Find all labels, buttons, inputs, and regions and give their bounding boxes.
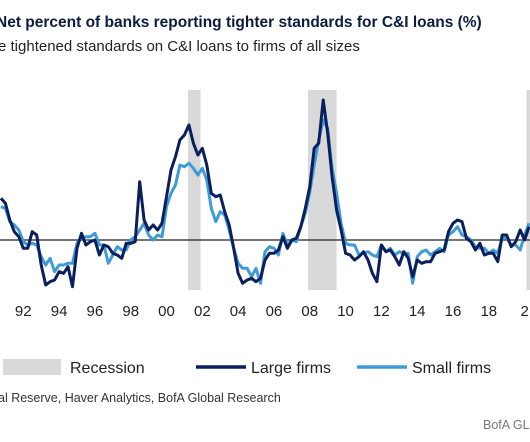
x-tick-label: 04	[230, 303, 247, 320]
x-tick-label: 92	[15, 303, 32, 320]
x-tick-label: 12	[373, 303, 390, 320]
legend: Recession Large firms Small firms	[3, 359, 491, 377]
x-axis-ticks: 92 94 96 98 00 02 04 06 08 10 12 14 16 18 2	[15, 303, 529, 320]
x-tick-label: 2	[520, 303, 528, 320]
series-line-small-firms	[0, 118, 530, 285]
x-tick-label: 96	[87, 303, 104, 320]
chart-subtitle: e tightened standards on C&I loans to fi…	[0, 38, 360, 55]
chart-title: Net percent of banks reporting tighter s…	[0, 14, 482, 31]
brand-label: BofA GLO	[483, 418, 530, 432]
legend-label-recession: Recession	[70, 360, 145, 377]
recession-band-1	[188, 90, 201, 290]
x-tick-label: 14	[409, 303, 426, 320]
recession-bands	[188, 90, 530, 290]
x-tick-label: 00	[158, 303, 175, 320]
x-tick-label: 10	[337, 303, 354, 320]
x-tick-label: 02	[194, 303, 211, 320]
x-tick-label: 06	[266, 303, 283, 320]
series-lines	[0, 98, 530, 289]
x-tick-label: 94	[51, 303, 68, 320]
recession-band-3	[526, 90, 530, 290]
legend-label-small-firms: Small firms	[412, 360, 491, 377]
legend-label-large-firms: Large firms	[251, 360, 331, 377]
x-tick-label: 18	[480, 303, 497, 320]
x-tick-label: 08	[301, 303, 318, 320]
x-tick-label: 16	[445, 303, 462, 320]
series-line-large-firms	[0, 98, 530, 289]
x-tick-label: 98	[122, 303, 139, 320]
legend-swatch-recession	[3, 359, 61, 375]
source-note: al Reserve, Haver Analytics, BofA Global…	[0, 391, 281, 405]
